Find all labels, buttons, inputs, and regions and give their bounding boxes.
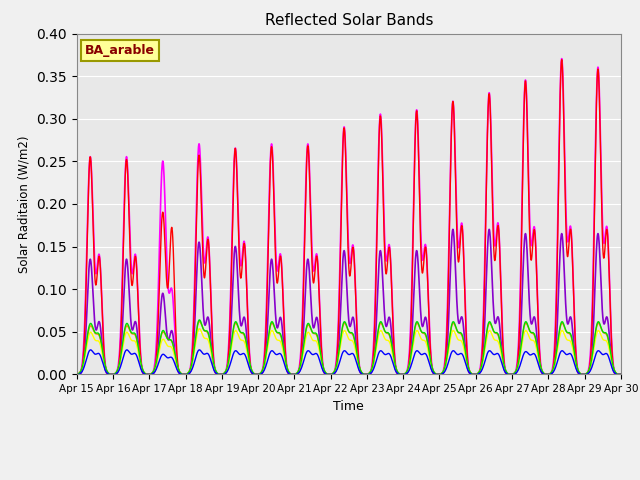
Nir945_out	[442, 364, 449, 370]
Line: Nir945_out: Nir945_out	[77, 229, 640, 374]
Redg715_out	[442, 358, 449, 363]
Grn535_out	[73, 372, 81, 377]
Line: Yel580_out: Yel580_out	[77, 329, 640, 374]
Red655_out	[192, 335, 200, 341]
Redg715_out	[192, 252, 200, 258]
Red655_out	[73, 372, 81, 377]
Redg715_out	[493, 238, 500, 244]
Blu475_out	[442, 367, 449, 373]
Redg715_out	[558, 57, 566, 62]
Y-axis label: Solar Raditaion (W/m2): Solar Raditaion (W/m2)	[18, 135, 31, 273]
Yel580_out	[196, 326, 204, 332]
Yel580_out	[442, 363, 449, 369]
Grn535_out	[442, 361, 449, 367]
Nir945_out	[564, 320, 572, 325]
Blu475_out	[564, 351, 572, 357]
Text: BA_arable: BA_arable	[85, 44, 155, 57]
Nir945_out	[192, 300, 200, 306]
Grn535_out	[196, 317, 204, 323]
Red655_out	[564, 330, 572, 336]
Grn535_out	[564, 330, 572, 336]
Nir840_out	[192, 238, 200, 244]
Nir945_out	[73, 372, 81, 377]
Grn535_out	[192, 334, 200, 340]
Nir945_out	[485, 227, 493, 232]
Blu475_out	[530, 351, 538, 357]
Redg715_out	[530, 231, 538, 237]
Nir840_out	[530, 226, 538, 232]
Blu475_out	[123, 347, 131, 353]
Nir840_out	[73, 372, 81, 377]
Grn535_out	[530, 330, 538, 336]
Yel580_out	[493, 337, 500, 343]
Yel580_out	[192, 340, 200, 346]
Title: Reflected Solar Bands: Reflected Solar Bands	[264, 13, 433, 28]
Yel580_out	[564, 337, 572, 343]
Nir840_out	[442, 352, 449, 358]
X-axis label: Time: Time	[333, 400, 364, 413]
Line: Blu475_out: Blu475_out	[77, 350, 640, 374]
Line: Redg715_out: Redg715_out	[77, 60, 640, 374]
Red655_out	[196, 319, 204, 324]
Nir945_out	[530, 314, 538, 320]
Line: Red655_out: Red655_out	[77, 322, 640, 374]
Yel580_out	[73, 372, 81, 377]
Redg715_out	[564, 247, 572, 252]
Red655_out	[530, 331, 538, 337]
Blu475_out	[192, 354, 200, 360]
Nir840_out	[493, 230, 500, 236]
Grn535_out	[493, 330, 500, 336]
Nir840_out	[564, 236, 572, 241]
Blu475_out	[73, 372, 81, 377]
Line: Grn535_out: Grn535_out	[77, 320, 640, 374]
Nir945_out	[493, 317, 500, 323]
Yel580_out	[530, 338, 538, 344]
Red655_out	[493, 331, 500, 336]
Nir840_out	[558, 56, 566, 61]
Line: Nir840_out: Nir840_out	[77, 59, 640, 374]
Red655_out	[442, 361, 449, 367]
Blu475_out	[493, 351, 500, 357]
Redg715_out	[73, 372, 81, 377]
